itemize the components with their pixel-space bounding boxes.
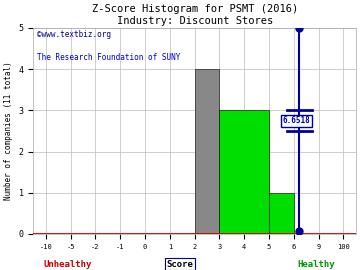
Text: 6.6518: 6.6518 xyxy=(283,116,311,125)
Text: ©www.textbiz.org: ©www.textbiz.org xyxy=(37,30,111,39)
Title: Z-Score Histogram for PSMT (2016)
Industry: Discount Stores: Z-Score Histogram for PSMT (2016) Indust… xyxy=(91,4,298,26)
Bar xyxy=(269,193,294,234)
Y-axis label: Number of companies (11 total): Number of companies (11 total) xyxy=(4,62,13,200)
Text: Unhealthy: Unhealthy xyxy=(43,260,91,269)
Bar xyxy=(195,69,220,234)
Bar xyxy=(220,110,269,234)
Text: The Research Foundation of SUNY: The Research Foundation of SUNY xyxy=(37,53,180,62)
Text: Healthy: Healthy xyxy=(297,260,335,269)
Text: Score: Score xyxy=(167,260,193,269)
